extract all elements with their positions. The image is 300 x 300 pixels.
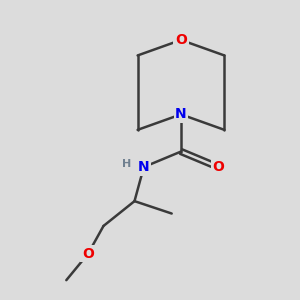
Text: N: N [138,160,150,174]
Text: O: O [82,247,94,261]
Text: H: H [122,159,131,169]
Text: O: O [212,160,224,174]
Text: N: N [175,107,187,122]
Text: O: O [175,33,187,47]
